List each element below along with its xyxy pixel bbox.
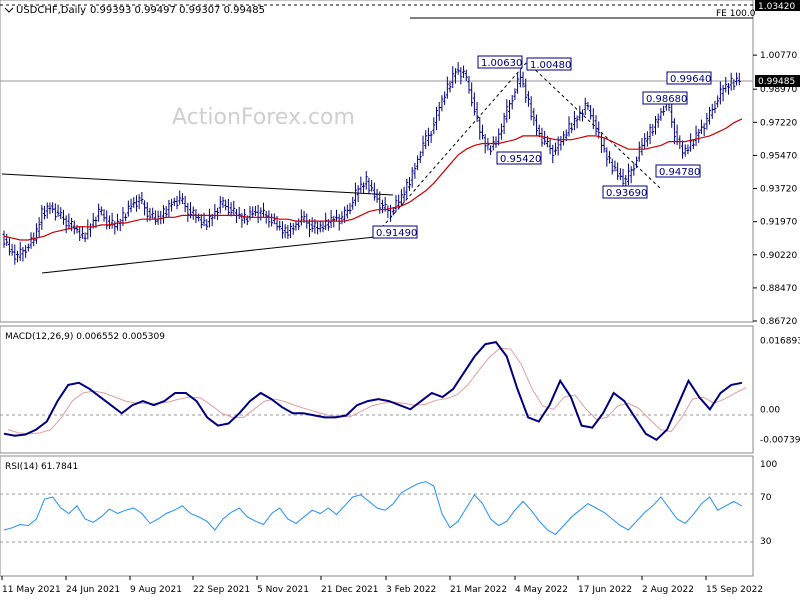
macd-tick-label: 0.00 xyxy=(760,405,780,415)
level-label-text: 1.00480 xyxy=(530,60,571,71)
date-axis: 11 May 2021 24 Jun 2021 9 Aug 2021 22 Sep 2… xyxy=(1,576,763,595)
macd-title: MACD(12,26,9) 0.006552 0.005309 xyxy=(5,332,165,342)
rsi-tick-label: 30 xyxy=(760,537,772,547)
date-tick-label: 9 Aug 2021 xyxy=(130,585,182,595)
rsi-axis: 100 70 30 xyxy=(760,460,777,547)
level-label-box xyxy=(666,71,712,85)
price-tick-label: 0.88470 xyxy=(760,284,797,294)
macd-panel-frame xyxy=(0,325,754,454)
collapse-arrow-icon xyxy=(4,7,14,13)
date-tick-label: 24 Jun 2021 xyxy=(66,585,120,595)
date-tick-label: 5 Nov 2021 xyxy=(257,585,309,595)
level-label-text: 0.93690 xyxy=(606,188,647,199)
top-price-box xyxy=(755,0,800,11)
rsi-tick-label: 100 xyxy=(760,460,777,470)
level-label-text: 0.91490 xyxy=(376,228,417,239)
rsi-panel-frame xyxy=(0,455,754,577)
level-label-box xyxy=(496,151,542,165)
level-label-box xyxy=(372,225,418,239)
price-tick-label: 0.95470 xyxy=(760,151,797,161)
projection-leg-1 xyxy=(377,61,528,233)
level-label-text: 0.95420 xyxy=(500,154,541,165)
level-label-text: 1.00630 xyxy=(481,58,522,69)
date-tick-label: 4 May 2022 xyxy=(515,585,568,595)
level-label-text: 0.98680 xyxy=(646,94,687,105)
level-label-text: 0.99640 xyxy=(670,74,711,85)
lower-trendline xyxy=(41,234,394,274)
ohlc-values: 0.99393 0.99497 0.99307 0.99485 xyxy=(90,5,265,16)
level-label-box xyxy=(642,91,688,105)
fib-label: FE 100.0 xyxy=(716,9,756,19)
date-tick-label: 17 Jun 2022 xyxy=(578,585,632,595)
level-label-box xyxy=(526,57,572,71)
watermark-text: ActionForex.com xyxy=(172,105,355,130)
upper-trendline xyxy=(1,173,394,196)
macd-tick-label: 0.016893 xyxy=(760,337,800,347)
level-label-text: 0.94780 xyxy=(659,167,700,178)
price-tick-label: 0.90220 xyxy=(760,251,797,261)
price-tick-label: 0.91970 xyxy=(760,218,797,228)
top-price-label: 1.03420 xyxy=(758,2,795,12)
current-price-box xyxy=(755,75,800,87)
moving-average-line xyxy=(3,118,743,241)
date-tick-label: 21 Mar 2022 xyxy=(450,585,507,595)
candles xyxy=(2,62,741,265)
rsi-title: RSI(14) 61.7841 xyxy=(5,462,78,472)
price-axis: 1.00770 0.98970 0.97220 0.95470 0.93720 0.919… xyxy=(753,51,797,327)
symbol-label: USDCHF,Daily xyxy=(16,5,86,16)
date-tick-label: 11 May 2021 xyxy=(2,585,61,595)
rsi-line xyxy=(3,481,743,536)
price-tick-label: 0.97220 xyxy=(760,118,797,128)
level-label-box xyxy=(477,55,523,69)
date-tick-label: 15 Sep 2022 xyxy=(706,585,763,595)
current-price-label: 0.99485 xyxy=(758,77,795,87)
price-tick-label: 1.00770 xyxy=(760,51,797,61)
rsi-tick-label: 70 xyxy=(760,493,772,503)
date-tick-label: 22 Sep 2021 xyxy=(193,585,250,595)
price-tick-label: 0.93720 xyxy=(760,185,797,195)
symbol-header: USDCHF,Daily 0.99393 0.99497 0.99307 0.9… xyxy=(4,5,265,16)
price-tick-label: 0.86720 xyxy=(760,317,797,327)
macd-signal-line xyxy=(7,347,747,435)
price-tick-label: 0.98970 xyxy=(760,85,797,95)
date-tick-label: 2 Aug 2022 xyxy=(642,585,694,595)
date-tick-label: 21 Dec 2021 xyxy=(321,585,379,595)
price-panel-frame xyxy=(0,0,754,323)
level-label-box xyxy=(655,164,701,178)
level-labels: 1.00630 1.00480 0.99640 0.98680 0.95420 0.947… xyxy=(372,55,712,239)
macd-line xyxy=(3,340,743,442)
level-label-box xyxy=(602,185,648,199)
macd-axis: 0.016893 0.00 -0.007393 xyxy=(760,337,800,446)
macd-tick-label: -0.007393 xyxy=(760,435,800,445)
date-tick-label: 3 Feb 2022 xyxy=(386,585,436,595)
